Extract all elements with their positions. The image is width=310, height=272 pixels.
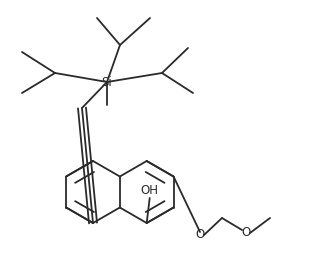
Text: Si: Si (102, 76, 112, 88)
Text: O: O (241, 227, 250, 240)
Text: OH: OH (141, 184, 159, 196)
Text: O: O (195, 228, 205, 242)
